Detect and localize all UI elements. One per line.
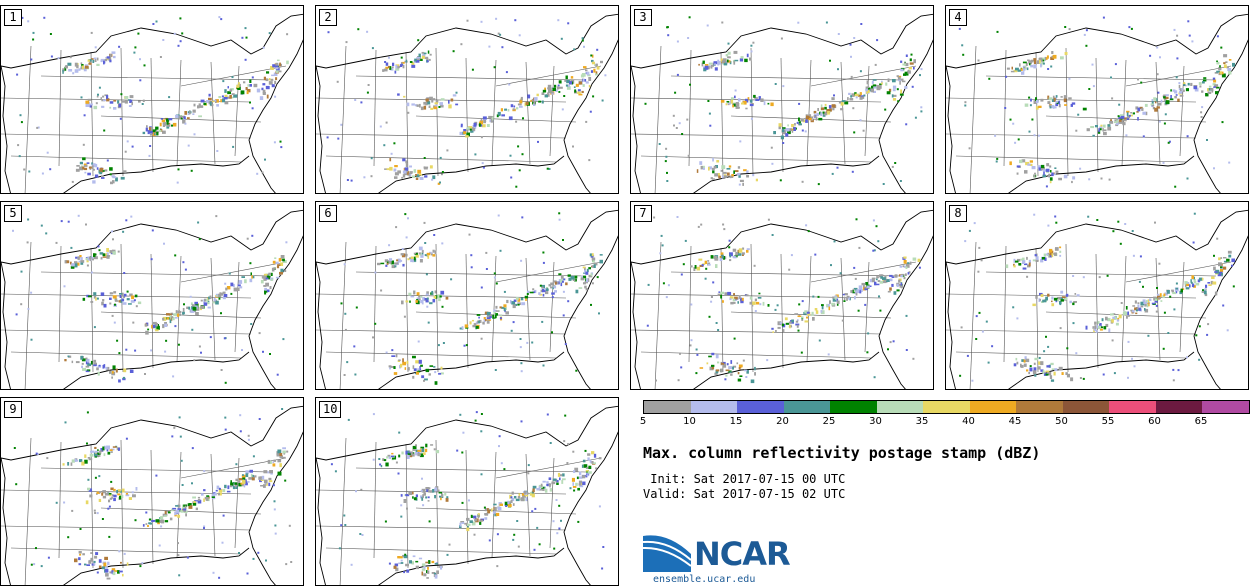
panel-number: 7 [634, 205, 652, 222]
panel-9: 9 [0, 397, 304, 586]
panel-number: 10 [319, 401, 342, 418]
init-time: Init: Sat 2017-07-15 00 UTC [643, 472, 846, 486]
reflectivity-map [316, 209, 618, 389]
panel-number: 2 [319, 9, 337, 26]
color-swatch [1155, 401, 1202, 413]
color-swatch [1062, 401, 1109, 413]
logo-text: NCAR [694, 535, 791, 573]
color-bar [643, 400, 1250, 414]
color-bar-tick: 45 [1008, 416, 1022, 427]
panel-5: 5 [0, 201, 304, 390]
reflectivity-map [316, 405, 618, 585]
color-bar-tick: 10 [683, 416, 696, 427]
color-bar-tick: 25 [822, 416, 836, 427]
site-url: ensemble.ucar.edu [653, 574, 756, 585]
panel-number: 8 [949, 205, 967, 222]
color-swatch [923, 401, 970, 413]
panel-4: 4 [945, 5, 1249, 194]
color-bar-tick: 35 [915, 416, 929, 427]
color-bar-tick: 50 [1055, 416, 1068, 427]
color-bar-tick: 65 [1194, 416, 1208, 427]
panel-number: 5 [4, 205, 22, 222]
valid-time: Valid: Sat 2017-07-15 02 UTC [643, 487, 846, 501]
panel-number: 4 [949, 9, 967, 26]
reflectivity-map [631, 209, 933, 389]
reflectivity-map [1, 209, 303, 389]
reflectivity-map [1, 405, 303, 585]
color-swatch [876, 401, 923, 413]
panel-number: 6 [319, 205, 337, 222]
color-bar-tick: 15 [729, 416, 743, 427]
reflectivity-map [316, 13, 618, 193]
reflectivity-map [946, 13, 1248, 193]
panel-6: 6 [315, 201, 619, 390]
color-swatch [737, 401, 784, 413]
reflectivity-map [1, 13, 303, 193]
chart-title: Max. column reflectivity postage stamp (… [643, 444, 1041, 462]
color-swatch [830, 401, 877, 413]
color-bar-tick: 55 [1101, 416, 1115, 427]
color-bar-tick: 60 [1148, 416, 1161, 427]
panel-8: 8 [945, 201, 1249, 390]
color-bar-tick: 5 [639, 416, 647, 427]
color-swatch [690, 401, 737, 413]
color-swatch [1202, 401, 1249, 413]
color-bar-tick: 30 [869, 416, 882, 427]
ncar-logo-icon [643, 535, 692, 572]
reflectivity-map [631, 13, 933, 193]
panel-3: 3 [630, 5, 934, 194]
color-swatch [644, 401, 691, 413]
panel-2: 2 [315, 5, 619, 194]
color-swatch [969, 401, 1016, 413]
panel-number: 9 [4, 401, 22, 418]
panel-number: 3 [634, 9, 652, 26]
panel-1: 1 [0, 5, 304, 194]
color-swatch [1016, 401, 1063, 413]
panel-number: 1 [4, 9, 22, 26]
color-swatch [783, 401, 830, 413]
color-bar-ticks: 5 10 15 20 25 30 35 40 45 50 55 60 65 [639, 416, 1249, 430]
panel-10: 10 [315, 397, 619, 586]
reflectivity-map [946, 209, 1248, 389]
color-bar-tick: 20 [776, 416, 789, 427]
panel-7: 7 [630, 201, 934, 390]
color-swatch [1109, 401, 1156, 413]
color-bar-tick: 40 [962, 416, 975, 427]
